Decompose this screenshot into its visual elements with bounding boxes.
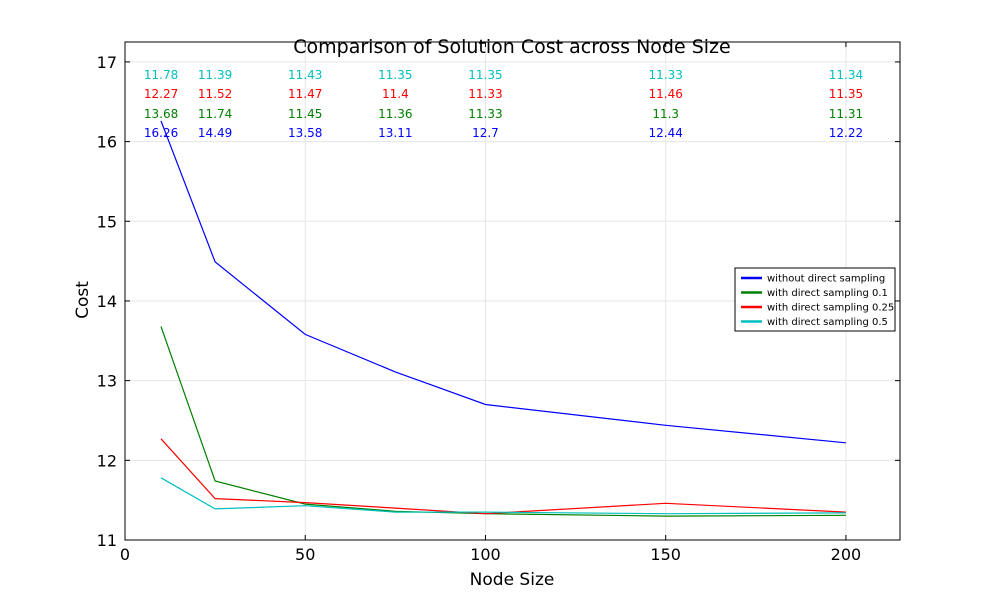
legend-label: with direct sampling 0.5 (767, 317, 888, 328)
data-label: 11.47 (288, 87, 322, 101)
data-label: 13.11 (378, 126, 412, 140)
y-tick-label: 15 (97, 212, 117, 231)
axis-ticks: 0 50 100 150 200 11 12 13 14 15 16 17 (97, 42, 900, 564)
data-label: 11.74 (198, 107, 232, 121)
grid (124, 42, 900, 541)
x-axis-title: Node Size (470, 570, 555, 590)
chart-title: Comparison of Solution Cost across Node … (293, 36, 730, 58)
data-label: 16.26 (144, 126, 178, 140)
data-labels: 11.78 11.39 11.43 11.35 11.35 11.33 11.34 12.27… (144, 68, 863, 140)
data-label: 13.68 (144, 107, 178, 121)
data-label: 11.46 (649, 87, 683, 101)
data-label: 11.35 (468, 68, 502, 82)
data-label: 11.43 (288, 68, 322, 82)
y-tick-label: 11 (97, 531, 117, 550)
data-label: 11.78 (144, 68, 178, 82)
legend-label: with direct sampling 0.25 (767, 303, 894, 314)
y-tick-label: 16 (97, 133, 117, 152)
data-label: 12.7 (472, 126, 499, 140)
data-label: 12.27 (144, 87, 178, 101)
y-tick-label: 12 (97, 451, 117, 470)
x-tick-label: 100 (470, 545, 501, 564)
series-line-1 (160, 326, 846, 517)
data-label: 11.4 (382, 87, 409, 101)
x-tick-label: 200 (831, 545, 862, 564)
data-label: 11.45 (288, 107, 322, 121)
data-label: 11.36 (378, 107, 412, 121)
data-label: 11.35 (378, 68, 412, 82)
series-line-0 (160, 120, 846, 444)
data-label: 11.39 (198, 68, 232, 82)
series-line-2 (160, 438, 846, 515)
y-tick-label: 17 (97, 53, 117, 72)
legend-label: without direct sampling (767, 274, 885, 285)
data-label: 14.49 (198, 126, 232, 140)
data-label: 12.22 (829, 126, 863, 140)
series-line-3 (160, 477, 846, 515)
data-label: 11.34 (829, 68, 863, 82)
y-tick-label: 13 (97, 372, 117, 391)
data-label: 11.33 (468, 107, 502, 121)
x-tick-label: 0 (120, 545, 130, 564)
x-tick-label: 150 (650, 545, 681, 564)
y-axis-title: Cost (73, 281, 93, 319)
data-label: 11.33 (649, 68, 683, 82)
data-label: 13.58 (288, 126, 322, 140)
data-label: 11.52 (198, 87, 232, 101)
series-lines (160, 120, 846, 517)
legend-label: with direct sampling 0.1 (767, 288, 888, 299)
plot-area (124, 41, 901, 541)
data-label: 11.31 (829, 107, 863, 121)
y-tick-label: 14 (97, 292, 117, 311)
x-tick-label: 50 (295, 545, 315, 564)
data-label: 11.3 (652, 107, 679, 121)
data-label: 11.33 (468, 87, 502, 101)
data-label: 12.44 (649, 126, 683, 140)
legend: without direct sampling with direct sampl… (734, 267, 896, 332)
data-label: 11.35 (829, 87, 863, 101)
